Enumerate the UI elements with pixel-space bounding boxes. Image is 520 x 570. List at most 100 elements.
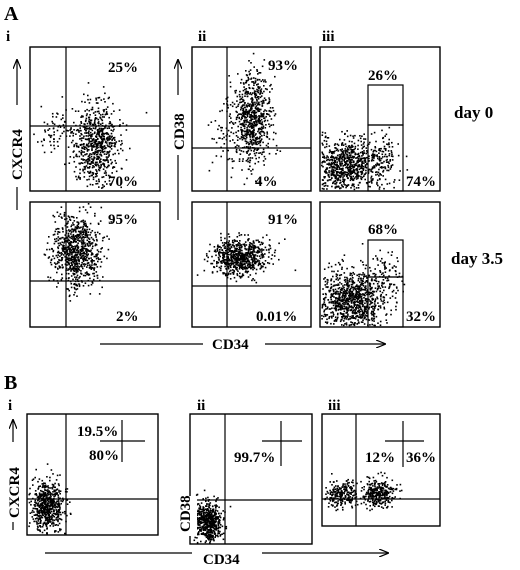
cell-event-dot xyxy=(41,531,44,534)
cell-event-dot xyxy=(388,263,391,265)
cell-event-dot xyxy=(255,111,258,114)
cell-event-dot xyxy=(256,123,258,126)
cell-event-dot xyxy=(358,316,360,319)
cell-event-dot xyxy=(252,131,255,134)
cell-event-dot xyxy=(380,273,383,276)
cell-event-dot xyxy=(364,267,367,270)
cell-event-dot xyxy=(54,493,57,496)
cell-event-dot xyxy=(98,293,101,295)
cell-event-dot xyxy=(77,223,80,226)
cell-event-dot xyxy=(349,287,352,290)
cell-event-dot xyxy=(380,166,383,168)
cell-event-dot xyxy=(348,140,351,143)
cell-event-dot xyxy=(48,236,50,238)
cell-event-dot xyxy=(84,166,86,169)
cell-event-dot xyxy=(346,292,348,294)
cell-event-dot xyxy=(334,291,337,293)
cell-event-dot xyxy=(232,260,234,262)
cell-event-dot xyxy=(88,132,90,135)
cell-event-dot xyxy=(98,233,101,235)
cell-event-dot xyxy=(331,317,333,319)
cell-event-dot xyxy=(361,316,363,319)
cell-event-dot xyxy=(243,243,246,245)
cell-event-dot xyxy=(321,187,324,190)
cell-event-dot xyxy=(76,262,78,264)
cell-event-dot xyxy=(91,264,93,266)
cell-event-dot xyxy=(344,293,347,296)
cell-event-dot xyxy=(94,175,97,178)
cell-event-dot xyxy=(91,253,94,255)
cell-event-dot xyxy=(250,139,253,142)
cell-event-dot xyxy=(339,281,341,284)
cell-event-dot xyxy=(353,286,355,289)
cell-event-dot xyxy=(37,141,39,143)
cell-event-dot xyxy=(250,125,252,128)
cell-event-dot xyxy=(77,239,80,241)
cell-event-dot xyxy=(265,234,268,236)
cell-event-dot xyxy=(55,254,58,257)
cell-event-dot xyxy=(249,248,252,251)
cell-event-dot xyxy=(232,252,235,254)
cell-event-dot xyxy=(344,316,346,319)
cell-event-dot xyxy=(253,110,256,112)
cell-event-dot xyxy=(339,179,342,182)
cell-event-dot xyxy=(76,145,78,148)
dot-cloud xyxy=(28,463,72,535)
cell-event-dot xyxy=(85,259,87,262)
cell-event-dot xyxy=(238,246,241,249)
dot-cloud xyxy=(321,130,409,191)
cell-event-dot xyxy=(340,172,343,175)
cell-event-dot xyxy=(257,119,259,122)
cell-event-dot xyxy=(346,148,349,151)
cell-event-dot xyxy=(257,246,260,249)
cell-event-dot xyxy=(333,171,335,173)
cell-event-dot xyxy=(257,98,260,100)
cell-event-dot xyxy=(360,296,363,298)
cell-event-dot xyxy=(249,69,252,71)
cell-event-dot xyxy=(232,263,235,265)
cell-event-dot xyxy=(210,121,213,123)
cell-event-dot xyxy=(354,310,356,312)
cell-event-dot xyxy=(72,233,75,236)
cell-event-dot xyxy=(376,296,378,299)
cell-event-dot xyxy=(121,149,124,152)
cell-event-dot xyxy=(237,136,239,139)
cell-event-dot xyxy=(230,253,232,255)
cell-event-dot xyxy=(74,246,77,249)
cell-event-dot xyxy=(82,155,85,157)
cell-event-dot xyxy=(240,82,242,84)
cell-event-dot xyxy=(125,129,128,131)
cell-event-dot xyxy=(363,141,365,144)
cell-event-dot xyxy=(363,297,365,299)
cell-event-dot xyxy=(68,162,71,164)
cell-event-dot xyxy=(236,255,238,257)
cell-event-dot xyxy=(58,513,60,515)
cell-event-dot xyxy=(359,135,361,137)
cell-event-dot xyxy=(66,129,68,132)
cell-event-dot xyxy=(240,97,243,100)
cell-event-dot xyxy=(249,274,252,276)
cell-event-dot xyxy=(67,232,70,235)
cell-event-dot xyxy=(397,289,399,292)
cell-event-dot xyxy=(379,157,381,160)
cell-event-dot xyxy=(258,180,261,183)
cell-event-dot xyxy=(97,110,100,113)
cell-event-dot xyxy=(76,278,79,281)
cell-event-dot xyxy=(343,308,345,310)
cell-event-dot xyxy=(94,131,96,134)
cell-event-dot xyxy=(349,162,352,165)
cell-event-dot xyxy=(54,266,57,269)
cell-event-dot xyxy=(102,159,105,161)
cell-event-dot xyxy=(258,142,260,145)
cell-event-dot xyxy=(334,302,336,305)
cell-event-dot xyxy=(88,240,90,243)
cell-event-dot xyxy=(87,237,90,239)
cell-event-dot xyxy=(252,121,255,123)
cell-event-dot xyxy=(338,171,341,174)
cell-event-dot xyxy=(327,266,330,269)
cell-event-dot xyxy=(107,164,110,167)
cell-event-dot xyxy=(360,321,363,323)
cell-event-dot xyxy=(339,149,342,151)
cell-event-dot xyxy=(216,262,218,265)
cell-event-dot xyxy=(263,134,265,136)
